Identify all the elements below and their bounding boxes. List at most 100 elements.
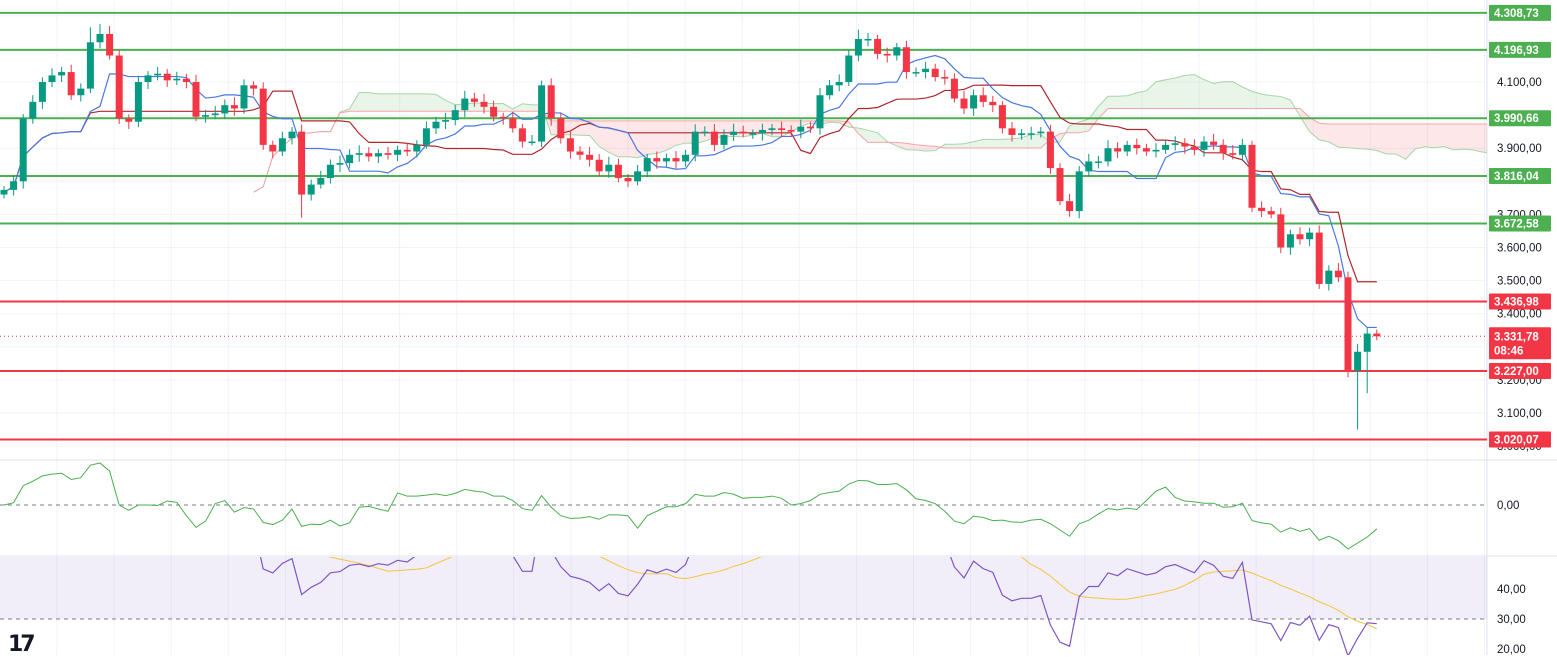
- candle-bullish: [1200, 141, 1208, 150]
- tenkan-sen-line: [3, 54, 1377, 329]
- candle-bullish: [912, 72, 920, 74]
- candle-bullish: [374, 153, 382, 157]
- candle-bullish: [768, 128, 776, 130]
- candle-bearish: [67, 72, 75, 96]
- candle-bullish: [442, 120, 450, 122]
- cloud-segment-bearish: [1434, 124, 1444, 148]
- candle-bullish: [528, 141, 536, 144]
- candle-bullish: [845, 55, 853, 82]
- senkou-span-b: [253, 107, 1487, 193]
- candle-bearish: [1190, 146, 1198, 150]
- candle-bullish: [19, 118, 27, 182]
- level-price-tag: [1489, 4, 1551, 21]
- candle-bearish: [480, 101, 488, 107]
- candle-bearish: [384, 153, 392, 155]
- candle-bearish: [1267, 211, 1275, 215]
- cloud-segment-bearish: [791, 120, 801, 132]
- candle-bullish: [451, 110, 459, 121]
- cloud-segment-bullish: [1136, 90, 1147, 109]
- cloud-segment-bullish: [378, 93, 388, 112]
- candle-bearish: [960, 98, 968, 109]
- level-price-tag: [1489, 215, 1551, 232]
- price-axis[interactable]: 4.100,003.900,003.700,003.600,003.500,00…: [1489, 4, 1551, 655]
- cloud-segment-bullish: [1165, 77, 1176, 109]
- candle-bearish: [710, 131, 718, 145]
- rsi-ma-line: [328, 557, 1378, 630]
- cloud-segment-bearish: [628, 120, 638, 158]
- level-price-tag: [1489, 293, 1551, 310]
- cloud-segment-bearish: [1405, 124, 1416, 160]
- cloud-segment-bullish: [1069, 121, 1080, 133]
- price-tick-label: 3.900,00: [1497, 143, 1542, 155]
- candle-bearish: [1277, 214, 1285, 248]
- cloud-segment-bearish: [1386, 124, 1396, 154]
- cloud-segment-bullish: [522, 103, 532, 112]
- candle-bearish: [1258, 207, 1266, 212]
- momentum-panel: [0, 462, 1487, 550]
- candle-bullish: [1018, 133, 1026, 135]
- candle-bullish: [173, 78, 181, 81]
- cloud-segment-bullish: [1079, 119, 1089, 133]
- cloud-segment-bearish: [1357, 124, 1368, 150]
- cloud-segment-bearish: [647, 120, 657, 155]
- cloud-segment-bullish: [1232, 81, 1243, 109]
- candle-bullish: [1171, 143, 1179, 145]
- candle-bearish: [269, 144, 277, 152]
- level-price-label: 4.308,73: [1494, 8, 1539, 20]
- candle-bearish: [653, 158, 661, 162]
- price-tick-label: 3.500,00: [1497, 276, 1542, 288]
- candle-bullish: [346, 154, 354, 164]
- candle-bullish: [605, 164, 613, 172]
- momentum-line: [3, 462, 1378, 550]
- cloud-segment-bullish: [1098, 96, 1108, 119]
- level-price-tag: [1489, 362, 1551, 379]
- candle-bullish: [336, 163, 344, 165]
- candle-bullish: [662, 158, 670, 162]
- candles: [0, 24, 1381, 430]
- cloud-segment-bearish: [906, 143, 916, 151]
- cloud-segment-bullish: [1127, 92, 1137, 109]
- candle-bearish: [902, 47, 910, 73]
- candle-bullish: [326, 164, 334, 178]
- level-price-label: 3.020,07: [1494, 434, 1539, 446]
- candle-bearish: [490, 106, 498, 117]
- cloud-segment-bullish: [1117, 95, 1128, 109]
- candle-bearish: [989, 101, 997, 106]
- cloud-segment-bullish: [1242, 86, 1252, 109]
- cloud-segment-bearish: [1472, 124, 1483, 153]
- cloud-segment-bearish: [800, 120, 811, 127]
- candle-bearish: [1008, 128, 1016, 135]
- cloud-segment-bearish: [1348, 124, 1358, 149]
- cloud-segment-bullish: [368, 92, 379, 112]
- cloud-segment-bullish: [1002, 138, 1012, 149]
- candle-bearish: [1210, 141, 1218, 145]
- candle-bullish: [643, 158, 651, 172]
- cloud-segment-bearish: [618, 120, 628, 157]
- last-price-tag: [1489, 327, 1551, 360]
- candle-bearish: [586, 154, 594, 160]
- cloud-segment-bearish: [896, 142, 907, 150]
- candle-bullish: [38, 82, 46, 102]
- rsi-band: [0, 557, 1487, 619]
- level-price-tag: [1489, 167, 1551, 184]
- candle-bullish: [538, 85, 546, 142]
- candle-bearish: [518, 128, 526, 142]
- level-price-label: 3.227,00: [1494, 366, 1539, 378]
- candle-bearish: [1181, 143, 1189, 147]
- candle-bearish: [192, 82, 200, 117]
- candle-bullish: [749, 133, 757, 135]
- tradingview-logo[interactable]: 17: [8, 632, 36, 657]
- cloud-segment-bearish: [608, 120, 619, 157]
- candle-bullish: [1306, 232, 1314, 240]
- candle-bearish: [547, 85, 555, 119]
- price-tick-label: 3.400,00: [1497, 309, 1542, 321]
- rsi-line: [259, 557, 1377, 655]
- candle-bullish: [432, 121, 440, 129]
- candle-bullish: [77, 88, 85, 96]
- cloud-segment-bullish: [973, 139, 984, 149]
- candle-bullish: [864, 38, 872, 41]
- candle-bearish: [950, 78, 958, 99]
- candle-bearish: [739, 131, 747, 134]
- candle-bullish: [634, 171, 642, 182]
